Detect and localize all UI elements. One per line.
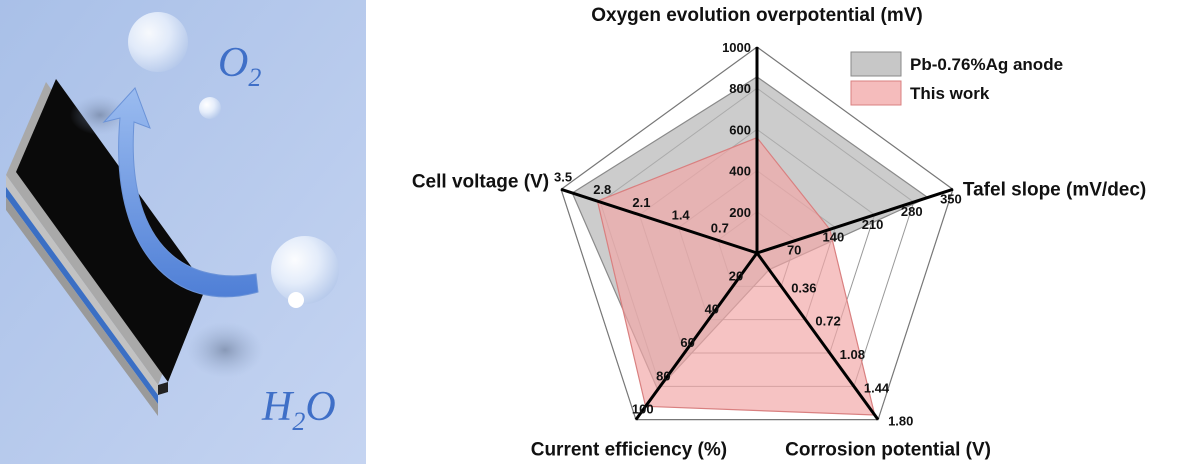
tick-label: 1.08 [840, 347, 865, 362]
tick-label: 140 [823, 230, 845, 245]
radar-tick-labels: 200 400 600 800 1000 70 140 210 280 350 0.36 0.72 1.… [554, 40, 962, 429]
oxygen-bubble [288, 292, 304, 308]
tick-label: 3.5 [554, 169, 572, 184]
radar-axis-titles: Oxygen evolution overpotential (mV) Tafel… [412, 5, 1146, 461]
tick-label: 400 [729, 164, 751, 179]
tick-label: 70 [787, 242, 801, 257]
tick-label: 0.36 [791, 280, 816, 295]
axis-line [755, 252, 880, 421]
legend-swatch [850, 80, 902, 106]
axis-title: Current efficiency (%) [531, 440, 727, 461]
tick-label: 2.8 [593, 182, 611, 197]
chart-legend: Pb-0.76%Ag anode This work [850, 51, 1063, 106]
radar-chart: 200 400 600 800 1000 70 140 210 280 350 0.36 0.72 1.… [412, 5, 1146, 461]
tick-label: 2.1 [632, 195, 650, 210]
tick-label: 1000 [722, 40, 751, 55]
tick-label: 100 [632, 402, 654, 417]
axis-line [756, 187, 954, 255]
tick-label: 20 [729, 268, 743, 283]
tick-label: 60 [680, 335, 694, 350]
tick-label: 40 [705, 302, 719, 317]
tick-label: 800 [729, 81, 751, 96]
axis-title: Tafel slope (mV/dec) [963, 179, 1146, 200]
shadow-blob [187, 322, 263, 378]
legend-label: Pb-0.76%Ag anode [910, 55, 1063, 74]
axis-line [634, 252, 759, 421]
axis-line [560, 187, 758, 255]
tick-label: 0.72 [815, 314, 840, 329]
radar-series [571, 76, 929, 416]
tick-label: 80 [656, 368, 670, 383]
tick-label: 1.44 [864, 380, 890, 395]
oxygen-label: O2 [218, 40, 261, 92]
grid-ring [560, 46, 954, 421]
series-area [596, 136, 876, 416]
electrode-illustration: O2 H2O [0, 0, 366, 464]
oxygen-bubble [128, 12, 188, 72]
tick-label: 0.7 [711, 220, 729, 235]
electrode-plate [6, 79, 206, 416]
axis-title: Corrosion potential (V) [785, 440, 991, 461]
tick-label: 350 [940, 191, 962, 206]
tick-label: 280 [901, 204, 923, 219]
tick-label: 600 [729, 122, 751, 137]
tick-label: 200 [729, 205, 751, 220]
water-label: H2O [261, 384, 336, 436]
tick-label: 210 [862, 217, 884, 232]
axis-title: Cell voltage (V) [412, 171, 549, 192]
radar-axes [560, 47, 954, 421]
shadow-blob [70, 95, 130, 135]
legend-swatch [850, 51, 902, 77]
reaction-arrow-icon [102, 87, 259, 298]
axis-title: Oxygen evolution overpotential (mV) [591, 5, 923, 26]
oxygen-bubble [199, 97, 221, 119]
oxygen-bubble [271, 236, 339, 304]
tick-label: 1.80 [888, 414, 913, 429]
legend-label: This work [910, 84, 990, 103]
tick-label: 1.4 [672, 208, 691, 223]
